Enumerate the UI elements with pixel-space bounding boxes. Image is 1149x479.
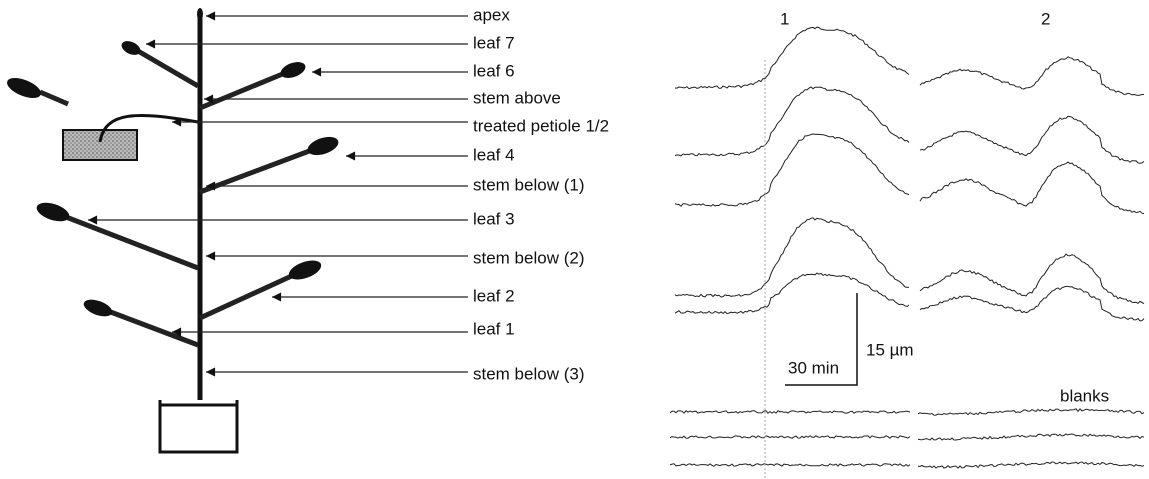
trace: [917, 433, 1145, 441]
trace: [919, 161, 1145, 215]
trace: [674, 86, 910, 157]
trace: [917, 408, 1145, 416]
trace: [669, 410, 911, 414]
plant: [7, 8, 339, 454]
part-label: stem below (2): [473, 248, 584, 267]
trace: [919, 115, 1145, 164]
arrows: [88, 11, 468, 377]
part-label: leaf 4: [473, 145, 515, 164]
trace: [674, 26, 910, 90]
part-label: leaf 2: [473, 286, 515, 305]
part-label: stem below (1): [473, 175, 584, 194]
part-label: apex: [473, 5, 510, 24]
panel-label: 1: [780, 9, 789, 28]
scale-length: 15 µm: [866, 340, 914, 359]
scale-time: 30 min: [788, 358, 839, 377]
trace: [669, 463, 911, 467]
trace: [917, 461, 1145, 469]
blanks-label: blanks: [1060, 386, 1109, 405]
part-label: leaf 7: [473, 33, 515, 52]
part-label: leaf 1: [473, 319, 515, 338]
panel-label: 2: [1041, 9, 1050, 28]
trace: [919, 253, 1145, 305]
trace: [919, 285, 1145, 322]
trace: [669, 435, 911, 439]
trace: [674, 272, 910, 315]
part-label: leaf 3: [473, 209, 515, 228]
trace: [919, 56, 1145, 96]
trace: [674, 133, 910, 207]
trace: [674, 217, 910, 298]
part-label: treated petiole 1/2: [473, 116, 609, 135]
part-label: stem below (3): [473, 364, 584, 383]
traces: [669, 26, 1145, 469]
labels: apex leaf 7 leaf 6 stem above treated petiol…: [473, 5, 609, 383]
scale-bar: [785, 293, 858, 386]
part-label: leaf 6: [473, 61, 515, 80]
part-label: stem above: [473, 88, 561, 107]
